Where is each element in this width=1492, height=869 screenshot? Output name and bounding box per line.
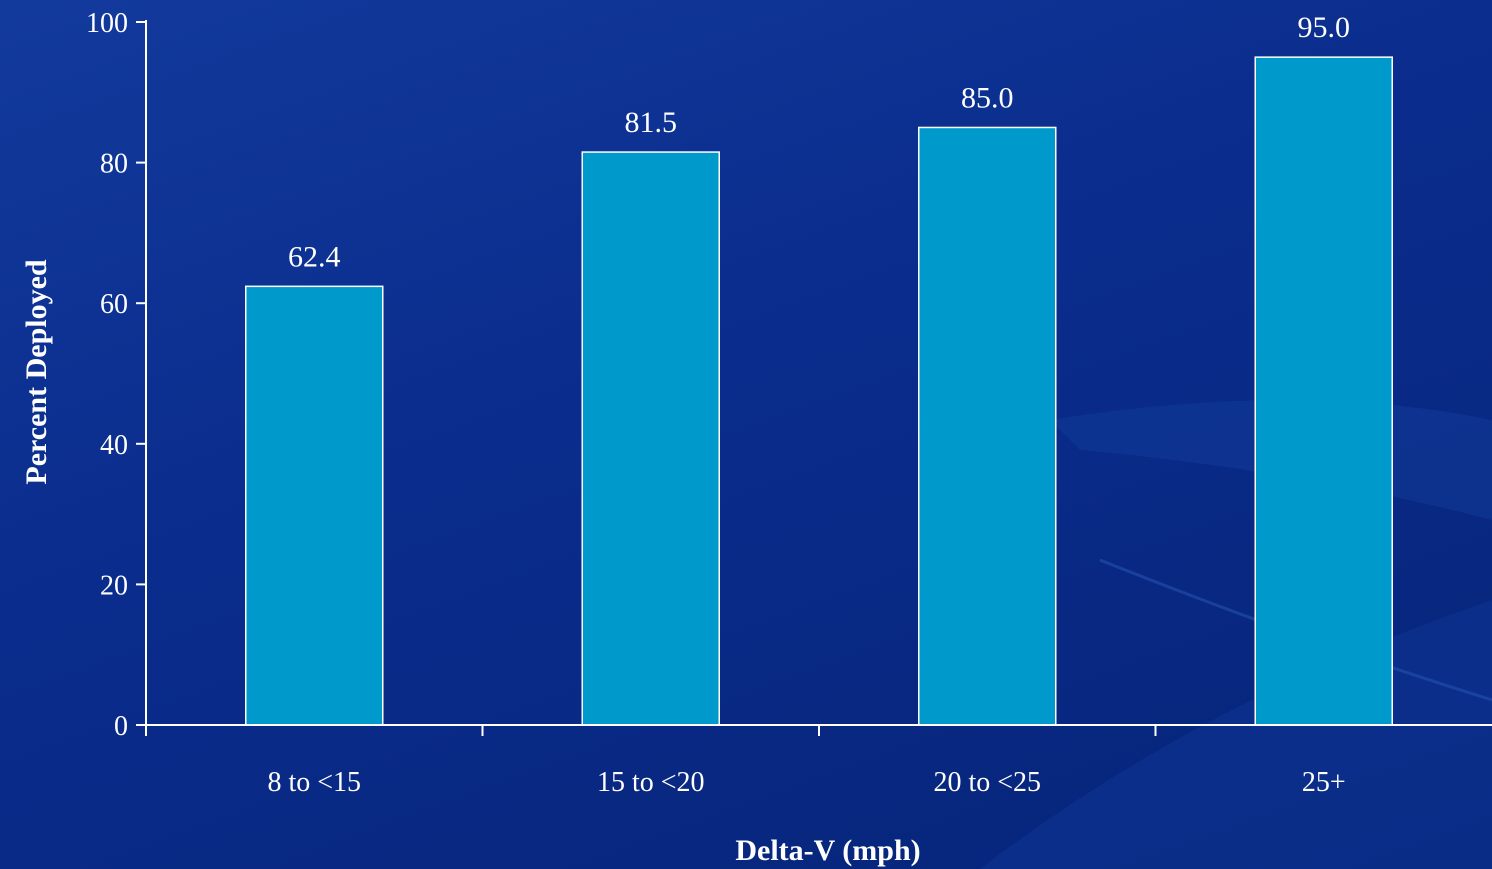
bar-4 bbox=[1254, 56, 1393, 726]
y-tick-label-20: 20 bbox=[100, 570, 128, 601]
data-label-4: 95.0 bbox=[1298, 11, 1351, 44]
data-label-2: 81.5 bbox=[625, 106, 678, 139]
x-tick-label-3: 20 to <25 bbox=[933, 767, 1041, 798]
y-tick-label-100: 100 bbox=[86, 8, 128, 39]
data-label-3: 85.0 bbox=[961, 81, 1014, 114]
axes-layer bbox=[136, 20, 1492, 736]
bar-2 bbox=[581, 151, 720, 726]
y-tick-label-80: 80 bbox=[100, 149, 128, 180]
x-tick-label-2: 15 to <20 bbox=[597, 767, 705, 798]
labels-layer: 62.4 8 to <15 81.5 15 to <20 85.0 20 to <25 95… bbox=[86, 8, 1350, 798]
bars-layer bbox=[245, 56, 1393, 726]
y-tick-label-60: 60 bbox=[100, 289, 128, 320]
y-axis-title: Percent Deployed bbox=[20, 259, 53, 485]
bar-3 bbox=[918, 126, 1057, 726]
x-tick-label-4: 25+ bbox=[1302, 767, 1346, 798]
x-axis-title: Delta-V (mph) bbox=[735, 834, 920, 867]
x-tick-label-1: 8 to <15 bbox=[267, 767, 361, 798]
data-label-1: 62.4 bbox=[288, 240, 341, 273]
y-tick-label-0: 0 bbox=[114, 711, 128, 742]
y-tick-label-40: 40 bbox=[100, 430, 128, 461]
bar-1 bbox=[245, 285, 384, 726]
